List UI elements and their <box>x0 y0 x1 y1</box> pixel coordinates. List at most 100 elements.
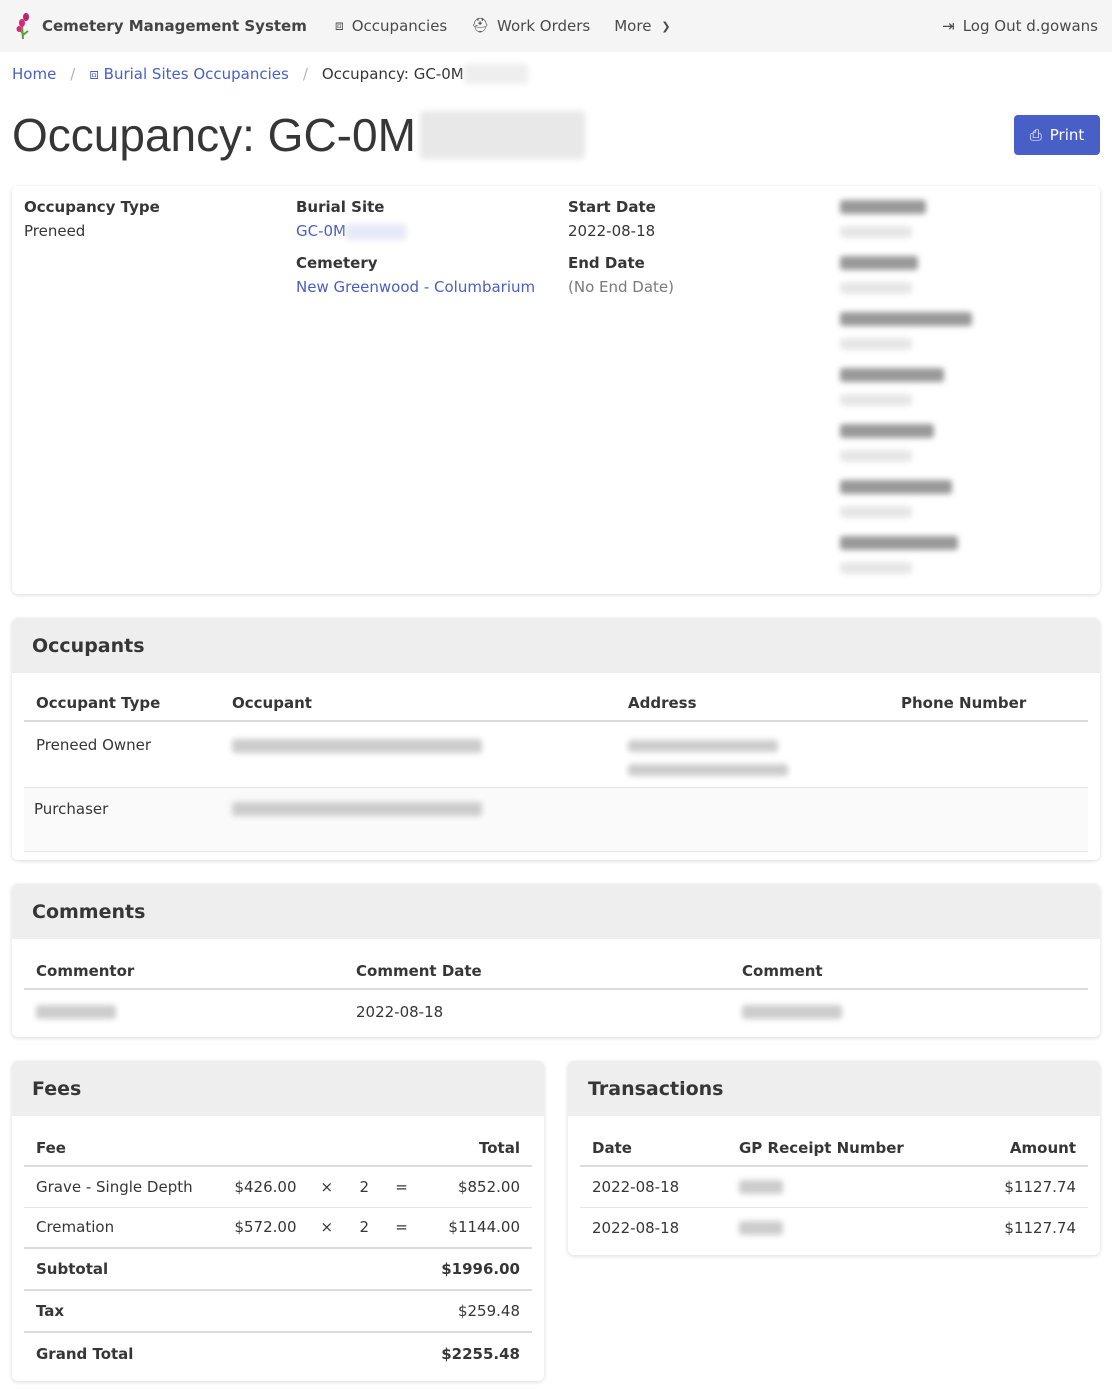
breadcrumb-home[interactable]: Home <box>12 65 57 83</box>
breadcrumb-separator: / <box>70 65 76 83</box>
fee-name: Grave - Single Depth <box>24 1166 217 1208</box>
nav-label: Work Orders <box>497 17 591 35</box>
brand[interactable]: Cemetery Management System <box>14 11 307 41</box>
times-sign: × <box>308 1166 348 1208</box>
equals-sign: = <box>383 1207 423 1249</box>
col-date: Date <box>580 1116 727 1167</box>
comments-card: Comments Commentor Comment Date Comment 20… <box>12 884 1100 1037</box>
col-comment: Comment <box>730 939 1088 990</box>
breadcrumb-current: Occupancy: GC-0M <box>321 65 464 83</box>
cemetery-link[interactable]: New Greenwood - Columbarium <box>296 278 536 296</box>
table-row: Grave - Single Depth $426.00 × 2 = $852.00 <box>24 1166 532 1208</box>
occupants-table: Occupant Type Occupant Address Phone Number… <box>24 673 1088 852</box>
occupancy-icon: ⧈ <box>334 18 344 34</box>
transactions-card: Transactions Date GP Receipt Number Amount… <box>568 1061 1100 1255</box>
table-row: 2022-08-18 <box>24 989 1088 1033</box>
fee-price: $572.00 <box>216 1207 309 1249</box>
transaction-date: 2022-08-18 <box>592 1218 680 1237</box>
table-row: 2022-08-18 $1127.74 <box>580 1207 1088 1248</box>
col-phone: Phone Number <box>889 673 1088 722</box>
col-receipt: GP Receipt Number <box>727 1116 967 1167</box>
fee-name: Cremation <box>24 1207 217 1249</box>
nav-work-orders[interactable]: ⛑ Work Orders <box>471 17 590 35</box>
brand-name: Cemetery Management System <box>42 17 307 35</box>
transactions-title: Transactions <box>568 1061 1100 1116</box>
grand-total-value: $2255.48 <box>441 1344 520 1363</box>
transaction-amount: $1127.74 <box>1004 1218 1076 1237</box>
occupant-type: Preneed Owner <box>24 721 220 788</box>
table-row: Cremation $572.00 × 2 = $1144.00 <box>24 1207 532 1249</box>
occupants-card: Occupants Occupant Type Occupant Address Ph… <box>12 618 1100 860</box>
times-sign: × <box>308 1207 348 1249</box>
logout-icon: ⇥ <box>942 17 955 35</box>
col-occupant-type: Occupant Type <box>24 673 220 722</box>
transaction-amount: $1127.74 <box>966 1166 1088 1208</box>
occupancy-type-value: Preneed <box>24 222 86 240</box>
page-title: Occupancy: GC-0M <box>12 108 585 162</box>
table-row: Preneed Owner <box>24 721 1088 788</box>
print-label: Print <box>1049 126 1085 144</box>
fee-qty: 2 <box>347 1166 384 1208</box>
tax-value: $259.48 <box>422 1290 532 1333</box>
transactions-table: Date GP Receipt Number Amount 2022-08-18 $1… <box>580 1116 1088 1248</box>
subtotal-value: $1996.00 <box>422 1248 532 1291</box>
equals-sign: = <box>383 1166 423 1208</box>
occupant-type: Purchaser <box>24 787 220 852</box>
nav-label: Occupancies <box>351 17 448 35</box>
fee-price: $426.00 <box>216 1166 309 1208</box>
transaction-date: 2022-08-18 <box>580 1166 727 1208</box>
print-button[interactable]: ⎙ Print <box>1014 115 1100 155</box>
nav-more[interactable]: More ❯ <box>614 17 670 35</box>
grand-total-label: Grand Total <box>36 1344 134 1363</box>
end-date-value: (No End Date) <box>568 278 674 296</box>
comments-table: Commentor Comment Date Comment 2022-08-18 <box>24 939 1088 1033</box>
col-total: Total <box>422 1116 532 1167</box>
breadcrumb-separator: / <box>302 65 308 83</box>
burial-site-link[interactable]: GC-0M <box>296 222 346 240</box>
grand-total-row: Grand Total $2255.48 <box>24 1332 532 1374</box>
fee-total: $852.00 <box>422 1166 532 1208</box>
burial-site-label: Burial Site <box>296 198 385 216</box>
col-comment-date: Comment Date <box>344 939 730 990</box>
tulip-logo-icon <box>16 13 29 40</box>
table-row: Purchaser <box>24 787 1088 852</box>
col-occupant: Occupant <box>220 673 616 722</box>
col-address: Address <box>616 673 889 722</box>
subtotal-label: Subtotal <box>24 1248 423 1291</box>
breadcrumb-label: Burial Sites Occupancies <box>103 65 289 83</box>
cemetery-label: Cemetery <box>296 254 378 272</box>
col-amount: Amount <box>966 1116 1088 1167</box>
fees-card: Fees Fee Total Grave - Single Depth $426.0… <box>12 1061 544 1381</box>
fee-qty: 2 <box>347 1207 384 1249</box>
start-date-label: Start Date <box>568 198 656 216</box>
table-row: 2022-08-18 $1127.74 <box>580 1166 1088 1208</box>
hard-hat-icon: ⛑ <box>471 18 490 34</box>
subtotal-row: Subtotal $1996.00 <box>24 1248 532 1291</box>
fee-total: $1144.00 <box>422 1207 532 1249</box>
end-date-label: End Date <box>568 254 645 272</box>
tax-label: Tax <box>24 1290 423 1333</box>
breadcrumb: Home / ⧈ Burial Sites Occupancies / Occu… <box>0 52 1112 96</box>
occupancy-type-label: Occupancy Type <box>24 198 160 216</box>
col-commentor: Commentor <box>24 939 344 990</box>
logout-button[interactable]: ⇥ Log Out d.gowans <box>942 17 1098 35</box>
comment-date: 2022-08-18 <box>356 1002 444 1021</box>
redacted-fields <box>840 200 972 574</box>
fees-table: Fee Total Grave - Single Depth $426.00 × 2 = $… <box>24 1116 532 1374</box>
occupancy-icon: ⧈ <box>89 65 104 83</box>
occupants-title: Occupants <box>12 618 1100 673</box>
col-fee: Fee <box>24 1116 423 1167</box>
logout-label: Log Out d.gowans <box>962 17 1098 35</box>
fees-title: Fees <box>12 1061 544 1116</box>
top-navbar: Cemetery Management System ⧈ Occupancies … <box>0 0 1112 52</box>
comments-title: Comments <box>12 884 1100 939</box>
tax-row: Tax $259.48 <box>24 1290 532 1333</box>
start-date-value: 2022-08-18 <box>568 222 656 240</box>
nav-occupancies[interactable]: ⧈ Occupancies <box>335 17 447 35</box>
title-text: Occupancy: GC-0M <box>12 109 416 161</box>
print-icon: ⎙ <box>1029 126 1042 144</box>
nav-label: More <box>614 17 652 35</box>
chevron-down-icon: ❯ <box>661 19 671 33</box>
breadcrumb-occupancies[interactable]: ⧈ Burial Sites Occupancies <box>89 65 288 83</box>
details-card: Occupancy Type Preneed Burial Site GC-0M… <box>12 186 1100 594</box>
